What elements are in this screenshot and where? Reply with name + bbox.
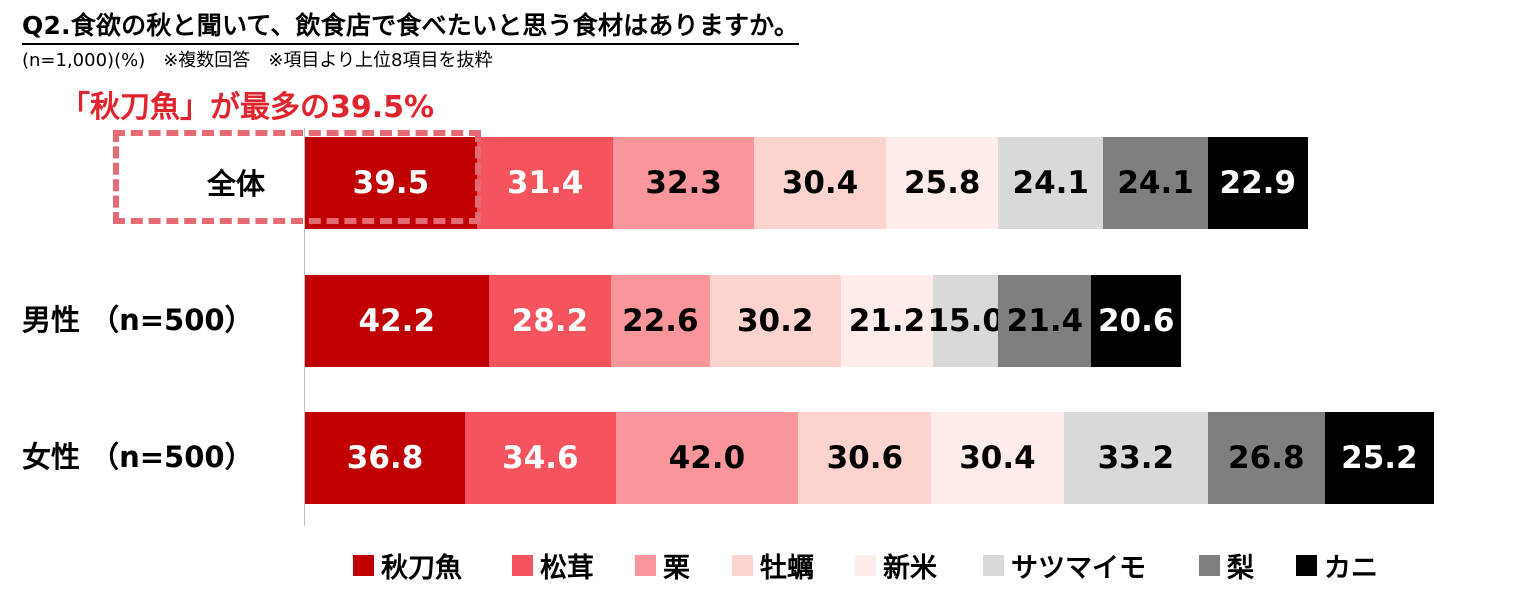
bar-segment: 34.6: [465, 412, 616, 504]
bar-segment: 24.1: [998, 137, 1104, 229]
data-label: 30.4: [959, 440, 1036, 476]
legend-label: 梨: [1227, 553, 1254, 584]
legend-swatch: [353, 555, 374, 576]
legend-swatch: [512, 555, 533, 576]
bar-segment: 25.8: [886, 137, 999, 229]
data-label: 30.4: [781, 165, 859, 201]
legend-item: サツマイモ: [983, 546, 1146, 585]
data-label: 25.8: [903, 165, 981, 201]
data-label: 22.9: [1219, 165, 1297, 201]
bar-row: 36.8 34.6 42.0 30.6 30.4 33.2 26.8 25.2: [305, 412, 1435, 504]
data-label: 31.4: [506, 165, 584, 201]
data-label: 33.2: [1097, 440, 1175, 476]
data-label: 22.6: [622, 303, 699, 339]
legend-swatch: [855, 555, 876, 576]
data-label: 30.2: [736, 303, 814, 339]
data-label: 21.2: [848, 303, 926, 339]
bar-segment: 25.2: [1324, 412, 1435, 504]
bar-segment: 28.2: [488, 275, 612, 367]
legend-swatch: [1199, 555, 1220, 576]
bar-row: 42.2 28.2 22.6 30.2 21.2 15.0 21.4 20.6: [305, 275, 1182, 367]
legend-item: カニ: [1296, 546, 1378, 585]
highlight-callout: 「秋刀魚」が最多の39.5%: [60, 90, 435, 125]
data-label: 26.8: [1228, 440, 1305, 476]
legend-item: 松茸: [512, 546, 594, 585]
category-label: 女性 （n=500）: [22, 440, 254, 474]
legend-label: サツマイモ: [1011, 553, 1146, 584]
data-label: 20.6: [1097, 303, 1175, 339]
bar-segment: 30.6: [798, 412, 932, 504]
legend-swatch: [732, 555, 753, 576]
bar-segment: 21.2: [840, 275, 934, 367]
data-label: 25.2: [1341, 440, 1418, 476]
legend-item: 牡蠣: [732, 546, 814, 585]
bar-segment: 22.6: [611, 275, 710, 367]
data-label: 42.2: [358, 303, 436, 339]
legend-swatch: [635, 555, 656, 576]
category-label: 男性 （n=500）: [22, 303, 254, 337]
bar-segment: 31.4: [476, 137, 614, 229]
highlight-dashed-box: [113, 130, 481, 224]
legend-label: 松茸: [540, 553, 594, 584]
legend-item: 栗: [635, 546, 690, 585]
bar-segment: 39.5: [305, 137, 477, 229]
data-label: 24.1: [1117, 165, 1194, 201]
data-label: 32.3: [645, 165, 722, 201]
legend-item: 秋刀魚: [353, 546, 462, 585]
legend-label: 牡蠣: [760, 553, 814, 584]
bar-segment: 42.0: [615, 412, 799, 504]
bar-segment: 42.2: [305, 275, 489, 367]
legend-label: 秋刀魚: [381, 553, 462, 584]
bar-segment: 33.2: [1063, 412, 1209, 504]
chart-title: Q2.食欲の秋と聞いて、飲食店で食べたいと思う食材はありますか。: [22, 6, 800, 45]
bar-segment: 32.3: [613, 137, 754, 229]
legend-swatch: [983, 555, 1004, 576]
legend-item: 新米: [855, 546, 937, 585]
bar-segment: 15.0: [927, 275, 1004, 367]
bar-segment: 24.1: [1103, 137, 1208, 229]
chart-note: (n=1,000)(%) ※複数回答 ※項目より上位8項目を抜粋: [22, 50, 493, 71]
data-label: 15.0: [927, 303, 1004, 339]
bar-segment: 21.4: [998, 275, 1092, 367]
category-label: 全体: [207, 167, 266, 201]
bar-segment: 30.4: [753, 137, 887, 229]
bar-segment: 20.6: [1091, 275, 1182, 367]
data-label: 34.6: [502, 440, 579, 476]
bar-segment: 22.9: [1208, 137, 1308, 229]
legend-item: 梨: [1199, 546, 1254, 585]
data-label: 42.0: [668, 440, 746, 476]
data-label: 30.6: [826, 440, 904, 476]
chart-legend: 秋刀魚 松茸 栗 牡蠣 新米 サツマイモ 梨 カニ: [0, 546, 1516, 586]
legend-label: カニ: [1324, 553, 1378, 584]
data-label: 36.8: [346, 440, 424, 476]
category-axis-line: [304, 128, 305, 526]
data-label: 28.2: [511, 303, 589, 339]
bar-segment: 30.2: [709, 275, 841, 367]
bar-segment: 26.8: [1208, 412, 1325, 504]
legend-label: 新米: [883, 553, 937, 584]
legend-swatch: [1296, 555, 1317, 576]
bar-segment: 36.8: [305, 412, 466, 504]
bar-row: 39.5 31.4 32.3 30.4 25.8 24.1 24.1 22.9: [305, 137, 1308, 229]
legend-label: 栗: [663, 553, 690, 584]
bar-segment: 30.4: [931, 412, 1064, 504]
data-label: 39.5: [352, 165, 430, 201]
data-label: 21.4: [1006, 303, 1084, 339]
data-label: 24.1: [1012, 165, 1090, 201]
